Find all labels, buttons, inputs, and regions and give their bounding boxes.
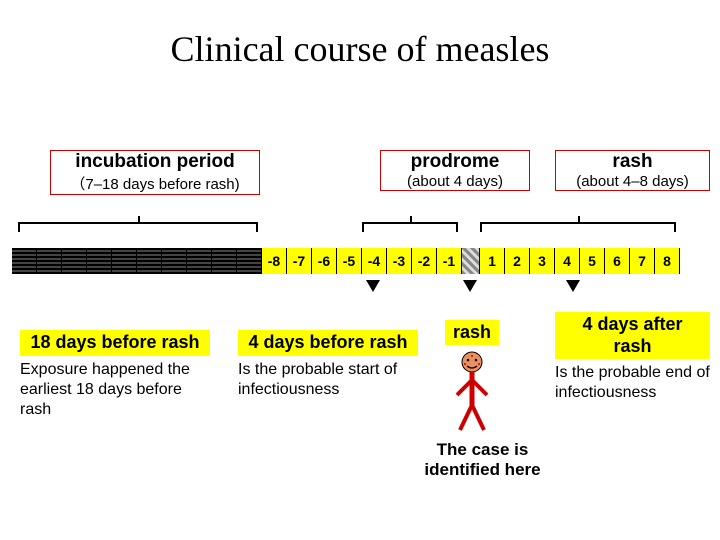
callout-18db-title: 18 days before rash — [20, 330, 210, 356]
phase-incubation-sub: （7–18 days before rash) — [51, 173, 259, 194]
page-title: Clinical course of measles — [0, 0, 720, 70]
bracket-incubation — [18, 222, 258, 224]
callout-18db-sub: Exposure happened the earliest 18 days b… — [20, 360, 210, 420]
bracket-rash — [480, 222, 676, 224]
person-icon — [452, 350, 492, 435]
case-identified-text: The case is identified here — [400, 440, 565, 481]
timeline-cell: 2 — [505, 248, 530, 274]
timeline-cell-hidden — [212, 248, 237, 274]
timeline-cell: -6 — [312, 248, 337, 274]
timeline-cell: -3 — [387, 248, 412, 274]
callout-4da-title: 4 days after rash — [555, 312, 710, 359]
timeline-cell: 3 — [530, 248, 555, 274]
phase-incubation-title: incubation period — [51, 151, 259, 173]
phase-prodrome-title: prodrome — [381, 151, 529, 173]
callout-4da-sub: Is the probable end of infectiousness — [555, 363, 710, 403]
timeline-cell-hidden — [187, 248, 212, 274]
timeline-cell: 5 — [580, 248, 605, 274]
timeline-cell: 6 — [605, 248, 630, 274]
timeline-cell-hidden — [237, 248, 262, 274]
callout-4db-title: 4 days before rash — [238, 330, 418, 356]
timeline-cell: 4 — [555, 248, 580, 274]
timeline-cell: -4 — [362, 248, 387, 274]
timeline-cell-hidden — [87, 248, 112, 274]
phase-rash-title: rash — [556, 151, 709, 173]
phase-prodrome-sub: (about 4 days) — [381, 173, 529, 190]
rash-label: rash — [445, 320, 499, 345]
phase-rash-sub: (about 4–8 days) — [556, 173, 709, 190]
timeline-cell-hidden — [12, 248, 37, 274]
phase-prodrome: prodrome (about 4 days) — [380, 150, 530, 191]
timeline-cell-hidden — [137, 248, 162, 274]
timeline-cell: -8 — [262, 248, 287, 274]
timeline-cell-hidden — [37, 248, 62, 274]
timeline-cell-zero — [462, 248, 480, 274]
arrow-4da — [566, 280, 580, 292]
timeline: -8-7-6-5-4-3-2-1 12345678 — [12, 248, 680, 274]
arrow-rash — [463, 280, 477, 292]
timeline-cell: 1 — [480, 248, 505, 274]
callout-18db: 18 days before rash Exposure happened th… — [20, 330, 210, 420]
timeline-cell: -7 — [287, 248, 312, 274]
timeline-cell-hidden — [112, 248, 137, 274]
phase-incubation: incubation period （7–18 days before rash… — [50, 150, 260, 195]
bracket-prodrome — [362, 222, 458, 224]
timeline-cell-hidden — [62, 248, 87, 274]
callout-4db: 4 days before rash Is the probable start… — [238, 330, 418, 400]
timeline-cell: 8 — [655, 248, 680, 274]
timeline-cell: 7 — [630, 248, 655, 274]
phase-rash: rash (about 4–8 days) — [555, 150, 710, 191]
callout-4db-sub: Is the probable start of infectiousness — [238, 360, 418, 400]
arrow-4db — [366, 280, 380, 292]
timeline-cell: -2 — [412, 248, 437, 274]
timeline-cell: -1 — [437, 248, 462, 274]
timeline-cell: -5 — [337, 248, 362, 274]
callout-4da: 4 days after rash Is the probable end of… — [555, 312, 710, 403]
timeline-cell-hidden — [162, 248, 187, 274]
